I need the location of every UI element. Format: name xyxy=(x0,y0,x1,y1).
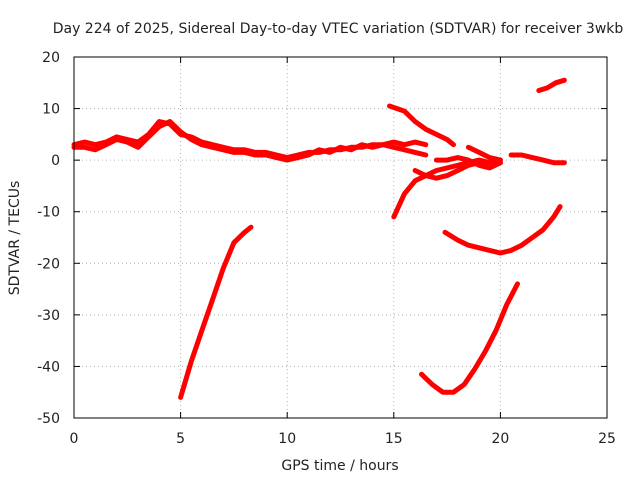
series-line-12 xyxy=(536,77,567,93)
y-tick-label: -10 xyxy=(37,205,60,221)
series-line-10 xyxy=(442,204,563,256)
y-tick-label: 10 xyxy=(42,102,60,118)
series-line-11 xyxy=(419,281,520,395)
y-tick-label: -20 xyxy=(37,256,60,272)
chart-title: Day 224 of 2025, Sidereal Day-to-day VTE… xyxy=(53,21,624,37)
x-tick-label: 25 xyxy=(598,431,616,447)
x-tick-label: 20 xyxy=(491,431,509,447)
series-line-3 xyxy=(178,224,254,400)
series-line-4 xyxy=(387,103,456,148)
y-axis-label: SDTVAR / TECUs xyxy=(7,181,23,296)
y-tick-label: 0 xyxy=(51,153,60,169)
series-line-9 xyxy=(508,152,567,166)
x-tick-label: 5 xyxy=(176,431,185,447)
x-tick-label: 0 xyxy=(70,431,79,447)
y-tick-label: -40 xyxy=(37,359,60,375)
data-series-group xyxy=(71,77,567,400)
series-line-6 xyxy=(412,157,503,181)
plot-frame xyxy=(73,56,608,419)
y-tick-label: -50 xyxy=(37,411,60,427)
series-line-8 xyxy=(465,144,503,163)
grid-lines xyxy=(74,57,607,418)
y-tick-label: 20 xyxy=(42,50,60,66)
y-tick-label: -30 xyxy=(37,308,60,324)
series-line-7 xyxy=(433,155,503,171)
x-tick-label: 10 xyxy=(278,431,296,447)
x-tick-label: 15 xyxy=(385,431,403,447)
series-line-2 xyxy=(71,119,429,163)
x-axis-label: GPS time / hours xyxy=(281,458,398,474)
axis-ticks: 0 5 10 15 20 25 -50 -40 -30 -20 -10 0 10 20 xyxy=(37,50,616,447)
